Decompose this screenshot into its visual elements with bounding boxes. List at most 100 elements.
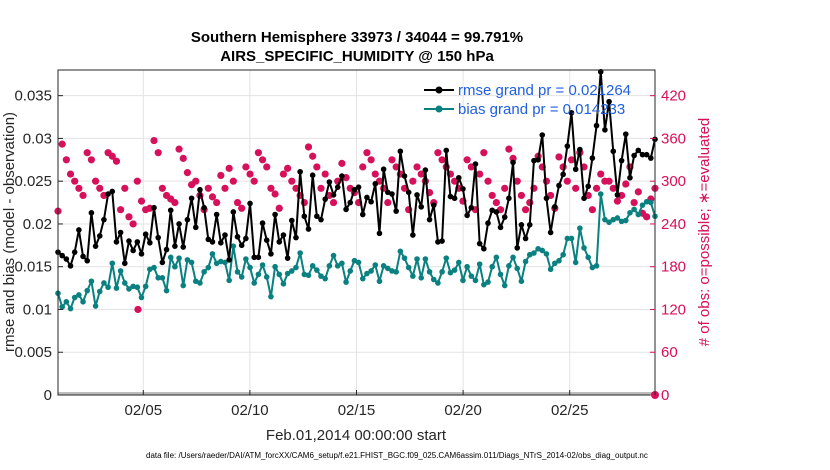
rmse-point [497,224,504,231]
obs-evaluated-marker [137,197,146,205]
bias-point [209,251,216,257]
rmse-point [188,195,195,202]
bias-point [418,275,425,281]
rmse-point [347,199,354,206]
obs-evaluated-marker [208,193,217,201]
bias-point [88,278,95,285]
bias-point [326,263,333,269]
rmse-point [577,146,583,153]
rmse-point [84,257,91,264]
obs-evaluated-marker [563,177,571,185]
rmse-point [506,195,512,202]
bias-point [201,269,207,275]
rmse-point [297,168,303,175]
bias-point [230,243,237,249]
bias-point [481,281,487,288]
y2-tick-label: 300 [661,173,686,190]
rmse-point [368,198,374,205]
rmse-point [635,147,642,154]
rmse-point [251,254,258,261]
obs-evaluated-marker [183,169,192,177]
bias-point [506,263,512,269]
bias-point [639,202,646,208]
rmse-point [117,229,124,236]
obs-evaluated-marker [634,188,642,196]
bias-point [497,271,504,278]
bias-point [96,288,103,295]
legend: rmse grand pr = 0.021264 bias grand pr =… [424,82,631,118]
bias-point [364,270,370,277]
rmse-point [234,233,241,240]
x-tick-label: 02/20 [444,402,482,419]
rmse-point [159,259,166,266]
obs-evaluated-marker [112,157,121,165]
rmse-point [205,236,212,243]
bias-point [92,303,99,309]
rmse-point [643,151,650,158]
rmse-point [134,239,141,245]
obs-evaluated-marker [463,156,471,164]
rmse-point [184,216,191,223]
rmse-point [476,240,483,247]
rmse-point [230,209,237,215]
bias-point [234,269,241,275]
bias-point [643,198,650,205]
rmse-point [547,229,554,236]
rmse-point [238,242,245,249]
obs-evaluated-marker [517,191,526,200]
bias-point [631,206,637,213]
bias-point [76,292,82,298]
bias-point [443,255,450,261]
bias-point [376,278,383,285]
chart-subtitle: AIRS_SPECIFIC_HUMIDITY @ 150 hPa [220,48,494,65]
rmse-point [109,188,116,195]
bias-point [405,264,412,271]
y-tick-label: 0.01 [23,301,52,318]
bias-point [159,275,166,281]
rmse-point [355,184,362,190]
obs-evaluated-marker [384,198,392,207]
rmse-point [393,208,399,214]
y2-axis-label: # of obs: o=possible; ∗=evaluated [696,118,713,347]
chart-title-group: Southern Hemisphere 33973 / 34044 = 99.7… [191,29,523,65]
bias-point [368,268,374,274]
bias-point [447,269,454,276]
rmse-point [430,202,437,208]
y-tick-label: 0.02 [23,216,52,233]
rmse-point [288,217,295,224]
bias-point [197,280,203,286]
y-tick-label: 0.03 [23,130,52,147]
bias-point [618,218,625,225]
bias-point [113,285,120,291]
obs-evaluated-marker [150,136,158,145]
obs-evaluated-marker [154,149,162,157]
bias-point [568,235,575,242]
bias-point [343,279,349,285]
bias-point [314,267,320,273]
x-tick-label: 02/15 [338,402,376,419]
rmse-point [138,251,145,257]
bias-point [372,262,379,268]
bias-point [134,284,141,291]
obs-evaluated-marker [555,153,563,161]
bias-point [222,259,228,266]
bias-point [385,265,391,272]
rmse-point [305,226,312,232]
obs-evaluated-marker [179,154,187,162]
rmse-point [330,192,337,198]
obs-evaluated-marker [363,149,371,157]
obs-evaluated-marker [592,184,601,192]
rmse-point [180,244,187,250]
rmse-point [397,148,404,155]
obs-evaluated-marker [476,170,484,178]
obs-evaluated-marker [125,213,133,221]
y2-tick-label: 60 [661,344,678,361]
bias-point [531,250,537,256]
rmse-point [351,186,358,193]
bias-point [180,282,187,289]
rmse-point [535,157,541,163]
rmse-point [176,221,182,227]
obs-evaluated-marker [488,191,496,200]
rmse-point [522,235,529,242]
bias-point [501,282,508,289]
